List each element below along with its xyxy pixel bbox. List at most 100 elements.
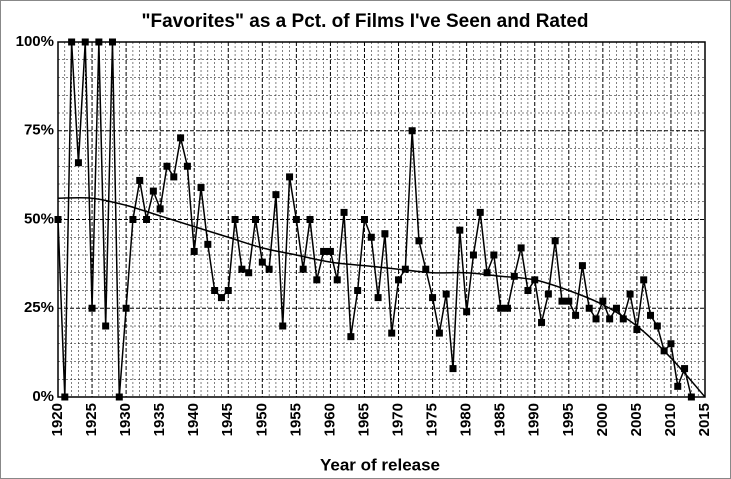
data-point: [258, 258, 266, 266]
data-point: [252, 216, 260, 223]
x-tick-label: 1975: [424, 403, 441, 436]
data-point: [211, 287, 219, 294]
y-tick-label: 0%: [32, 388, 54, 405]
data-point: [469, 251, 477, 259]
data-point: [435, 329, 443, 337]
data-point: [667, 340, 675, 348]
data-point: [442, 290, 450, 298]
x-tick-label: 1945: [219, 403, 236, 436]
data-point: [224, 287, 232, 294]
data-point: [102, 322, 110, 330]
data-point: [619, 315, 627, 323]
data-point: [81, 38, 89, 46]
data-point: [347, 333, 355, 341]
data-point: [633, 326, 641, 334]
x-tick-label: 1940: [185, 403, 202, 436]
data-point: [510, 272, 518, 280]
data-point: [306, 216, 314, 223]
x-tick-label: 1960: [321, 403, 338, 436]
data-point: [578, 262, 586, 270]
data-point: [340, 208, 348, 216]
x-axis-label: Year of release: [320, 455, 440, 474]
data-point: [286, 173, 294, 181]
data-point: [299, 265, 307, 273]
x-tick-label: 2000: [594, 403, 611, 436]
data-point: [61, 393, 69, 401]
data-point: [449, 365, 457, 373]
data-point: [592, 315, 600, 323]
y-tick-label: 50%: [24, 210, 54, 227]
x-tick-label: 1965: [355, 403, 372, 436]
data-point: [265, 265, 273, 273]
y-tick-label: 75%: [24, 122, 54, 139]
data-point: [497, 304, 505, 312]
x-tick-label: 1995: [560, 403, 577, 436]
data-point: [674, 382, 682, 390]
data-point: [565, 297, 573, 305]
data-point: [476, 208, 484, 216]
data-point: [313, 276, 321, 284]
data-point: [95, 38, 103, 46]
data-point: [544, 290, 552, 298]
x-tick-label: 1920: [49, 403, 66, 436]
data-point: [524, 287, 532, 294]
data-point: [108, 38, 116, 46]
data-point: [170, 173, 178, 181]
data-point: [483, 269, 491, 277]
data-line: [57, 41, 693, 398]
data-point: [585, 304, 593, 312]
data-point: [367, 233, 375, 241]
data-point: [408, 127, 416, 135]
data-point: [381, 230, 389, 238]
data-point: [279, 322, 287, 330]
data-point: [183, 162, 191, 170]
data-point: [217, 294, 225, 302]
x-tick-label: 1925: [83, 403, 100, 436]
data-point: [456, 226, 464, 234]
x-tick-label: 1985: [492, 403, 509, 436]
data-point: [599, 297, 607, 305]
data-point: [653, 322, 661, 330]
x-tick-label: 1970: [389, 403, 406, 436]
y-tick-label: 25%: [24, 299, 54, 316]
data-point: [149, 187, 157, 195]
x-tick-label: 1980: [458, 403, 475, 436]
chart-title: "Favorites" as a Pct. of Films I've Seen…: [141, 11, 588, 32]
data-point: [422, 265, 430, 273]
data-point: [687, 393, 695, 401]
data-point: [415, 237, 423, 245]
data-point: [517, 244, 525, 252]
data-point: [163, 162, 171, 170]
data-point: [197, 184, 205, 192]
data-point: [54, 216, 62, 223]
data-point: [551, 237, 559, 245]
x-tick-label: 1935: [151, 403, 168, 436]
x-tick-label: 2015: [696, 403, 713, 436]
data-point: [401, 265, 409, 273]
data-point: [374, 294, 382, 302]
data-point: [156, 205, 164, 213]
x-tick-label: 1955: [287, 403, 304, 436]
x-tick-label: 2005: [628, 403, 645, 436]
data-point: [558, 297, 566, 305]
data-point: [136, 176, 144, 184]
data-point: [245, 269, 253, 277]
data-point: [572, 311, 580, 319]
data-point: [612, 304, 620, 312]
data-point: [360, 216, 368, 223]
y-tick-label: 100%: [16, 33, 54, 50]
data-point: [320, 247, 328, 255]
data-point: [177, 134, 185, 142]
data-point: [388, 329, 396, 337]
x-tick-label: 1990: [526, 403, 543, 436]
data-point: [143, 216, 151, 223]
x-tick-label: 2010: [662, 403, 679, 436]
data-point: [503, 304, 511, 312]
data-point: [122, 304, 130, 312]
data-point: [640, 276, 648, 284]
data-point: [88, 304, 96, 312]
data-point: [626, 290, 634, 298]
data-point: [429, 294, 437, 302]
data-point: [538, 318, 546, 326]
data-point: [660, 347, 668, 355]
